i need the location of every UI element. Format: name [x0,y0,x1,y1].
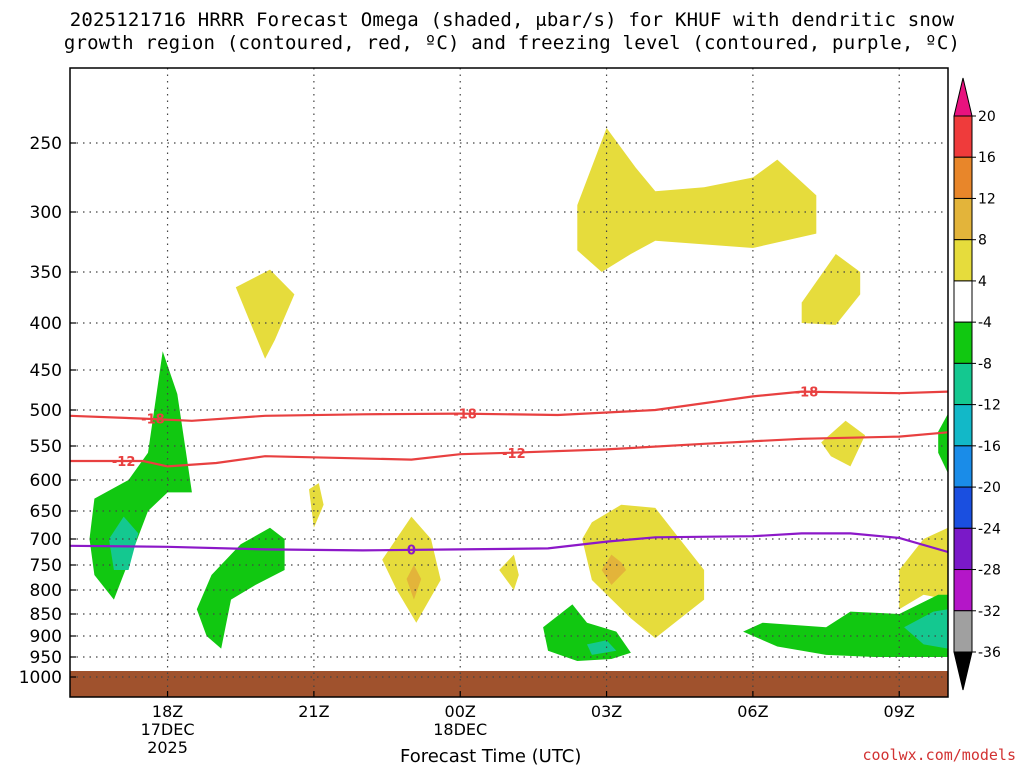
contour-0-1 [70,431,948,468]
y-tick-label: 950 [30,648,62,668]
colorbar-box [953,445,973,488]
colorbar-label: -20 [978,480,1001,496]
x-tick-label: 18DEC [433,720,487,739]
contour-label: -18 [795,386,819,401]
y-tick-label: 350 [30,263,62,283]
colorbar-box [953,156,973,199]
omega-region-16 [743,594,948,657]
x-tick-label: 09Z [884,702,915,721]
contour-label: -18 [453,408,477,423]
terrain [70,671,948,697]
plot-content: -18 -18 -18 -12 -12 0 [70,68,948,697]
y-tick-label: 600 [30,471,62,491]
x-tick-label: 18Z [152,702,183,721]
contour-label: -12 [112,455,136,470]
chart-title-line2: growth region (contoured, red, ºC) and f… [63,32,961,54]
y-tick-label: 400 [30,314,62,334]
omega-region-9 [601,554,627,585]
source-credit: coolwx.com/models [862,746,1016,764]
colorbar-label: 8 [978,233,987,249]
chart-title-line1: 2025121716 HRRR Forecast Omega (shaded, … [69,9,955,31]
omega-region-1 [577,128,817,272]
colorbar-box [953,610,973,653]
colorbar-label: -24 [978,521,1001,537]
colorbar-label: -36 [978,645,1001,661]
omega-region-18 [938,413,948,474]
plot-frame [69,67,949,698]
colorbar-box [953,527,973,571]
x-tick-label: 17DEC [141,720,195,739]
colorbar-box [953,115,973,158]
y-tick-label: 1000 [19,668,62,688]
colorbar-box [953,280,973,323]
colorbar-box [953,321,973,364]
colorbar-box [953,197,973,241]
omega-region-12 [109,516,139,570]
y-tick-label: 450 [30,361,62,381]
contour-label: -12 [502,447,526,462]
y-tick-label: 300 [30,203,62,223]
colorbar-label: -12 [978,398,1001,414]
colorbar-label: 16 [978,150,996,166]
y-tick-label: 650 [30,502,62,522]
colorbar-label: -8 [978,356,992,372]
y-tick-label: 900 [30,627,62,647]
colorbar-box [953,239,973,282]
colorbar-label: -32 [978,604,1001,620]
omega-region-7 [499,554,519,590]
colorbar-label: -4 [978,315,992,331]
omega-region-17 [904,609,948,649]
colorbar-box [953,404,973,447]
x-tick-label: 03Z [591,702,622,721]
colorbar-label: 20 [978,109,996,125]
y-tick-label: 500 [30,401,62,421]
contour-1-0 [70,532,948,554]
y-tick-label: 700 [30,530,62,550]
omega-region-2 [801,254,861,325]
colorbar-box [953,486,973,529]
omega-region-6 [406,565,422,600]
colorbar-label: 4 [978,274,987,290]
y-tick-label: 800 [30,581,62,601]
colorbar-box [953,569,973,612]
colorbar-label: 12 [978,191,996,207]
contour-label: -18 [141,413,165,428]
x-tick-label: 21Z [298,702,329,721]
contour-label: 0 [407,543,416,558]
colorbar-bottom-arrow [953,651,973,691]
x-tick-label: 06Z [737,702,768,721]
omega-region-13 [196,527,285,649]
contour-0-0 [70,390,948,422]
x-tick-label: 00Z [445,702,476,721]
omega-region-15 [587,640,617,655]
omega-region-3 [821,420,866,467]
y-tick-label: 750 [30,556,62,576]
colorbar-top-arrow [953,77,973,117]
y-tick-label: 550 [30,437,62,457]
y-tick-label: 250 [30,134,62,154]
x-tick-label: 2025 [147,738,188,757]
colorbar-box [953,362,973,406]
x-axis-label: Forecast Time (UTC) [400,746,582,767]
y-tick-label: 850 [30,605,62,625]
omega-region-4 [309,483,324,528]
omega-region-0 [235,269,295,359]
colorbar-label: -16 [978,439,1001,455]
colorbar-label: -28 [978,563,1001,579]
